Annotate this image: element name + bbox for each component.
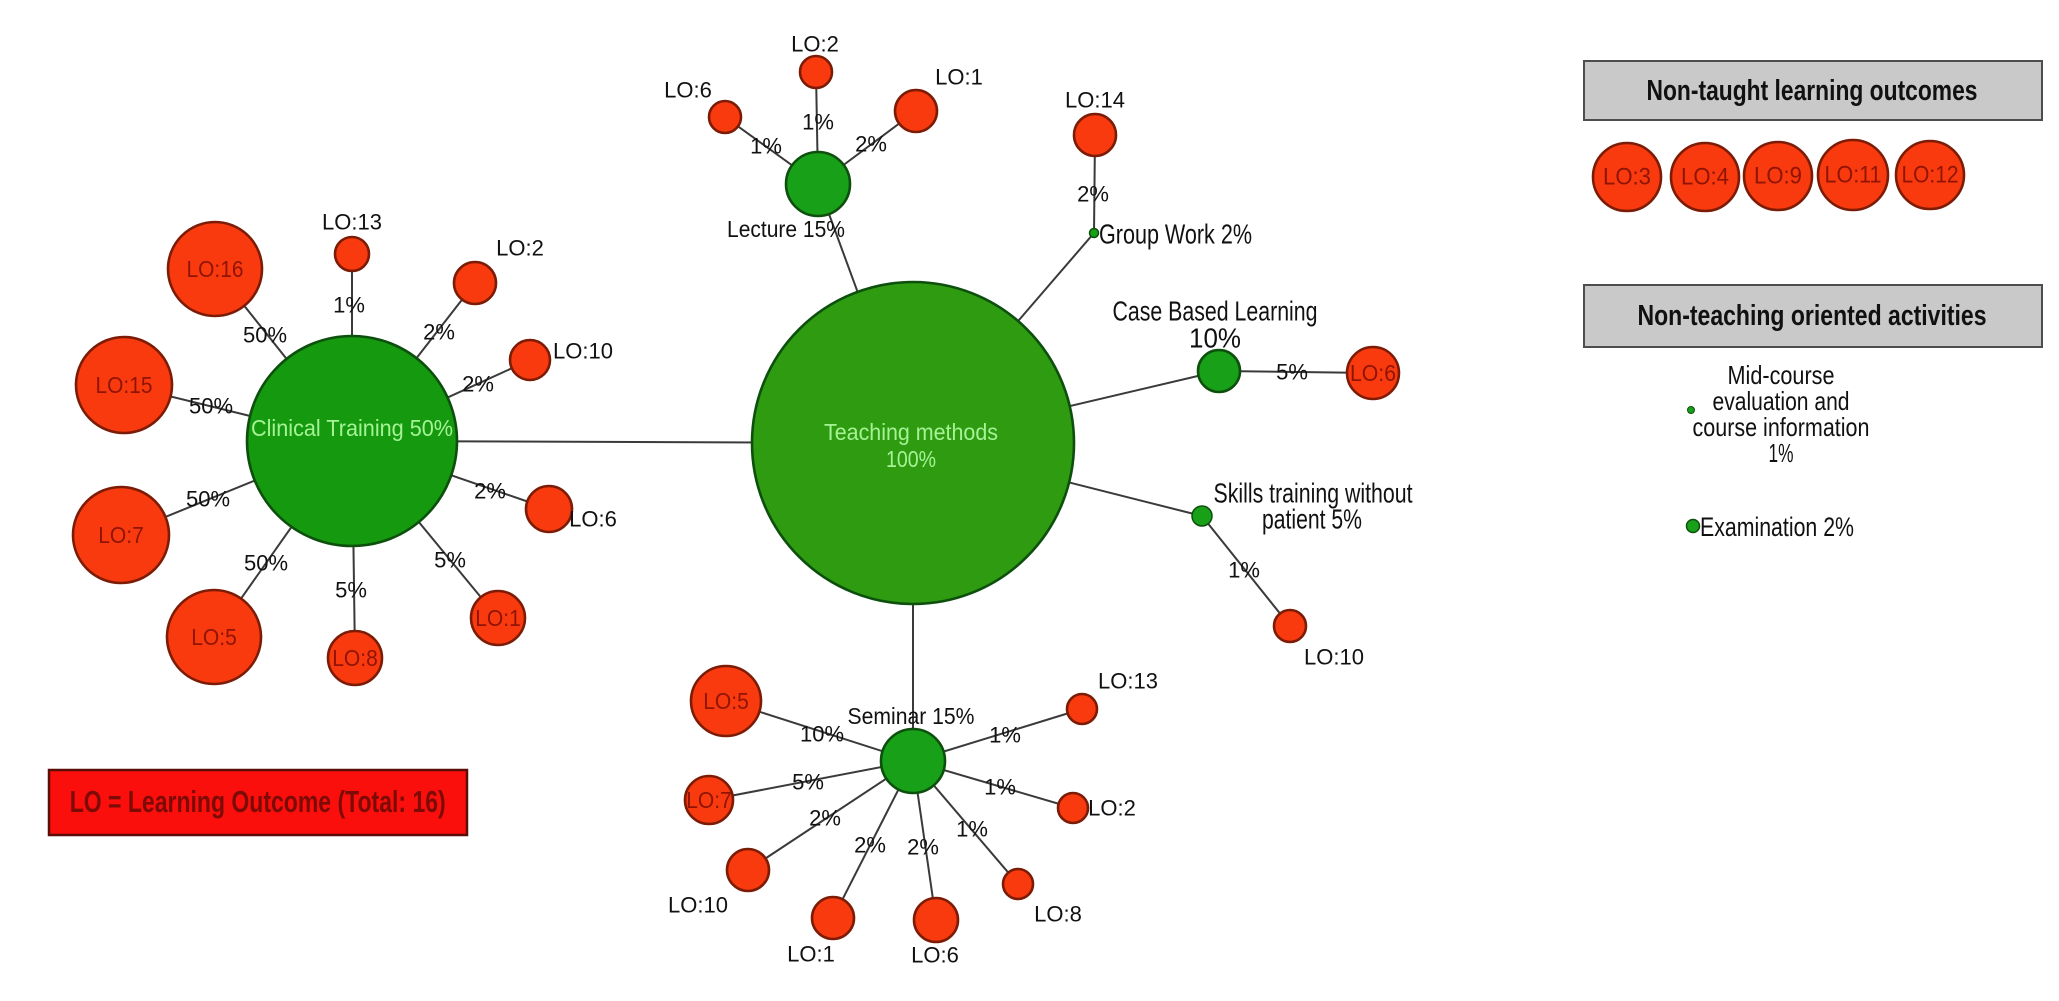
svg-text:1%: 1% [333, 293, 365, 318]
svg-text:2%: 2% [462, 372, 494, 397]
svg-text:LO:1: LO:1 [787, 942, 835, 967]
svg-text:LO:10: LO:10 [668, 893, 728, 918]
svg-text:Non-taught learning outcomes: Non-taught learning outcomes [1647, 75, 1978, 107]
svg-text:Seminar 15%: Seminar 15% [848, 703, 975, 729]
svg-text:5%: 5% [335, 578, 367, 603]
svg-text:50%: 50% [244, 551, 288, 576]
svg-text:LO:2: LO:2 [1088, 796, 1136, 821]
svg-text:LO:11: LO:11 [1825, 162, 1882, 189]
svg-text:Group Work 2%: Group Work 2% [1099, 219, 1252, 250]
svg-text:1%: 1% [1769, 438, 1794, 468]
svg-text:Examination 2%: Examination 2% [1700, 512, 1854, 542]
svg-text:1%: 1% [1228, 558, 1260, 583]
svg-text:2%: 2% [423, 320, 455, 345]
svg-text:Case Based Learning: Case Based Learning [1113, 296, 1318, 327]
svg-text:LO:8: LO:8 [332, 645, 378, 671]
svg-text:LO:3: LO:3 [1603, 164, 1651, 191]
svg-text:Lecture 15%: Lecture 15% [727, 216, 845, 242]
svg-text:50%: 50% [243, 323, 287, 348]
svg-text:LO:13: LO:13 [322, 210, 382, 235]
svg-text:10%: 10% [1189, 323, 1241, 354]
svg-text:LO:15: LO:15 [96, 372, 153, 398]
svg-text:LO:6: LO:6 [911, 943, 959, 968]
svg-text:2%: 2% [907, 835, 939, 860]
svg-text:LO:1: LO:1 [935, 65, 983, 90]
svg-text:Clinical Training 50%: Clinical Training 50% [251, 415, 453, 441]
svg-text:1%: 1% [984, 775, 1016, 800]
svg-text:LO:5: LO:5 [191, 624, 237, 650]
svg-text:Teaching methods: Teaching methods [824, 419, 998, 445]
svg-text:patient 5%: patient 5% [1262, 504, 1362, 535]
svg-text:LO:8: LO:8 [1034, 902, 1082, 927]
svg-text:LO:13: LO:13 [1098, 669, 1158, 694]
svg-text:LO:6: LO:6 [1350, 360, 1396, 386]
svg-text:Skills training without: Skills training without [1214, 478, 1413, 509]
svg-text:course information: course information [1693, 412, 1870, 442]
svg-text:LO:10: LO:10 [1304, 645, 1364, 670]
svg-text:LO:5: LO:5 [703, 688, 749, 714]
svg-text:Non-teaching oriented activiti: Non-teaching oriented activities [1638, 300, 1987, 332]
svg-text:1%: 1% [802, 110, 834, 135]
svg-text:LO:4: LO:4 [1681, 164, 1729, 191]
svg-text:LO = Learning Outcome (Total:: LO = Learning Outcome (Total: 16) [70, 784, 446, 819]
svg-text:LO:7: LO:7 [686, 787, 732, 813]
svg-text:LO:12: LO:12 [1902, 162, 1959, 189]
svg-text:LO:16: LO:16 [187, 256, 244, 282]
svg-text:5%: 5% [792, 770, 824, 795]
svg-text:2%: 2% [1077, 182, 1109, 207]
svg-text:LO:9: LO:9 [1754, 163, 1802, 190]
svg-text:2%: 2% [855, 132, 887, 157]
svg-text:1%: 1% [750, 134, 782, 159]
svg-text:2%: 2% [474, 479, 506, 504]
svg-text:5%: 5% [434, 548, 466, 573]
svg-text:50%: 50% [189, 394, 233, 419]
svg-text:LO:6: LO:6 [664, 78, 712, 103]
svg-text:LO:7: LO:7 [98, 522, 144, 548]
svg-text:100%: 100% [886, 446, 936, 472]
svg-text:LO:2: LO:2 [791, 32, 839, 57]
svg-text:1%: 1% [956, 817, 988, 842]
svg-text:2%: 2% [809, 806, 841, 831]
svg-text:LO:6: LO:6 [569, 507, 617, 532]
svg-text:LO:10: LO:10 [553, 339, 613, 364]
svg-text:Mid-course: Mid-course [1728, 360, 1835, 390]
svg-text:2%: 2% [854, 833, 886, 858]
svg-text:50%: 50% [186, 487, 230, 512]
svg-text:evaluation and: evaluation and [1713, 386, 1850, 416]
svg-text:LO:2: LO:2 [496, 236, 544, 261]
svg-text:1%: 1% [989, 723, 1021, 748]
svg-text:LO:14: LO:14 [1065, 88, 1125, 113]
svg-text:10%: 10% [800, 722, 844, 747]
svg-text:5%: 5% [1276, 360, 1308, 385]
svg-text:LO:1: LO:1 [475, 605, 521, 631]
